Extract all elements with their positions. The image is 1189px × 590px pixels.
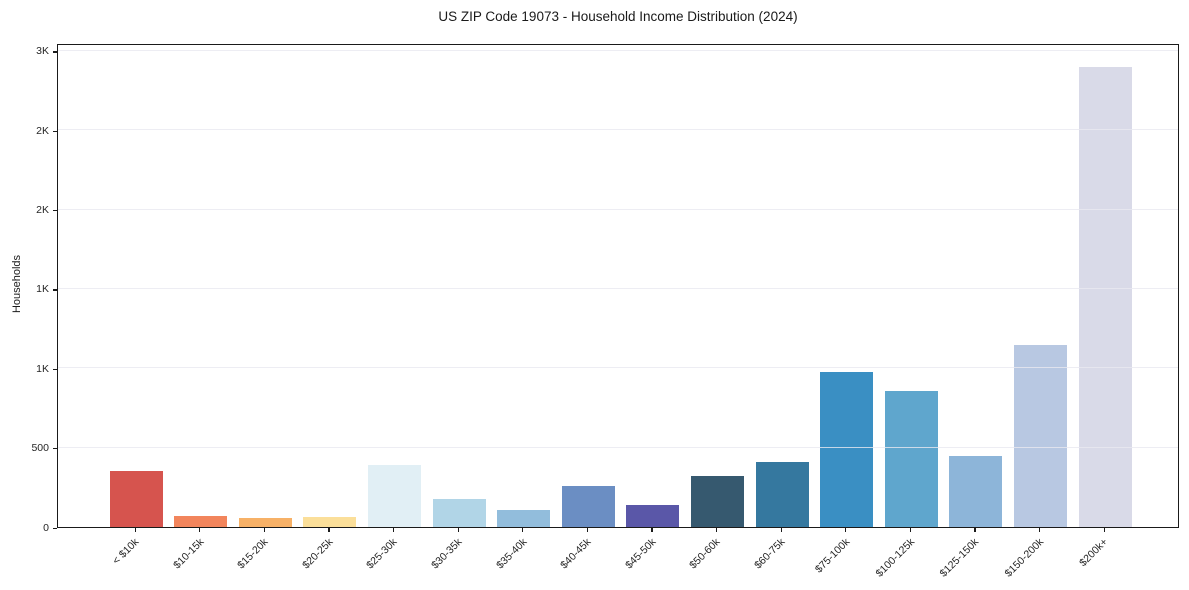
bar-< $10k [109, 471, 163, 527]
y-tick-label-2000: 2K [36, 204, 49, 217]
x-tick-label-$40-45k: $40-45k [558, 536, 594, 572]
bar-$35-40k [497, 510, 551, 527]
x-tick-label-$150-200k: $150-200k [1002, 536, 1046, 580]
x-tick-mark [845, 528, 847, 532]
bar-$75-100k [820, 372, 874, 527]
gridline-2500 [58, 129, 1178, 131]
chart-title: US ZIP Code 19073 - Household Income Dis… [438, 9, 798, 24]
x-tick-label-$45-50k: $45-50k [622, 536, 659, 572]
x-tick-label-$75-100k: $75-100k [812, 536, 853, 576]
y-tick-mark [52, 51, 57, 53]
gridline-500 [58, 446, 1178, 448]
y-tick-mark [52, 368, 57, 371]
y-tick-label-1000: 1K [36, 362, 49, 375]
y-tick-label-0: 0 [43, 521, 49, 534]
x-tick-label-$10-15k: $10-15k [170, 536, 207, 572]
x-tick-label-$30-35k: $30-35k [429, 536, 465, 572]
bar-$45-50k [626, 504, 680, 527]
x-tick-label-$20-25k: $20-25k [299, 536, 336, 572]
plot-area [57, 44, 1179, 528]
x-tick-label-$25-30k: $25-30k [364, 536, 400, 572]
x-tick-mark [522, 528, 524, 532]
bar-$30-35k [432, 499, 486, 527]
x-tick-mark [1103, 528, 1105, 532]
gridline-3000 [58, 49, 1178, 51]
bar-$25-30k [367, 465, 421, 527]
bar-$50-60k [690, 476, 744, 527]
x-tick-label-$200k+: $200k+ [1077, 536, 1111, 570]
x-tick-mark [974, 528, 976, 532]
bar-$15-20k [238, 518, 292, 527]
x-tick-label-$15-20k: $15-20k [235, 536, 271, 572]
bar-$60-75k [755, 461, 809, 527]
y-tick-label-1500: 1K [36, 283, 49, 296]
x-tick-mark [909, 528, 911, 532]
x-tick-mark [715, 528, 718, 532]
x-tick-label-$60-75k: $60-75k [752, 536, 788, 572]
x-tick-mark [134, 528, 136, 532]
x-tick-mark [586, 528, 588, 532]
y-tick-label-3000: 3K [36, 45, 49, 58]
y-tick-mark [52, 448, 57, 450]
x-tick-mark [263, 528, 265, 532]
x-tick-label-$100-125k: $100-125k [873, 536, 917, 580]
x-tick-label-$50-60k: $50-60k [687, 536, 723, 572]
gridline-1000 [58, 367, 1178, 369]
x-tick-mark [457, 528, 459, 532]
y-tick-label-500: 500 [31, 442, 49, 455]
x-tick-mark [780, 528, 782, 532]
x-tick-mark [392, 528, 395, 532]
x-tick-mark [1038, 528, 1041, 532]
y-tick-mark [52, 130, 57, 133]
y-tick-mark [52, 210, 57, 212]
x-tick-mark [199, 528, 201, 532]
y-tick-mark [52, 527, 57, 529]
bar-$150-200k [1013, 345, 1067, 527]
x-tick-mark [651, 528, 653, 532]
bar-$200k+ [1078, 66, 1132, 527]
x-tick-label-$35-40k: $35-40k [493, 536, 530, 572]
x-tick-label-$125-150k: $125-150k [937, 536, 982, 580]
gridline-2000 [58, 208, 1178, 210]
y-tick-mark [52, 289, 57, 291]
x-tick-label-< $10k: < $10k [110, 536, 142, 567]
x-tick-mark [328, 528, 330, 532]
bar-$100-125k [884, 391, 938, 527]
bar-$125-150k [949, 455, 1003, 527]
bar-$40-45k [561, 485, 615, 527]
bar-$20-25k [303, 517, 357, 527]
bar-$10-15k [174, 515, 228, 527]
y-tick-label-2500: 2K [36, 124, 49, 137]
gridline-1500 [58, 287, 1178, 289]
